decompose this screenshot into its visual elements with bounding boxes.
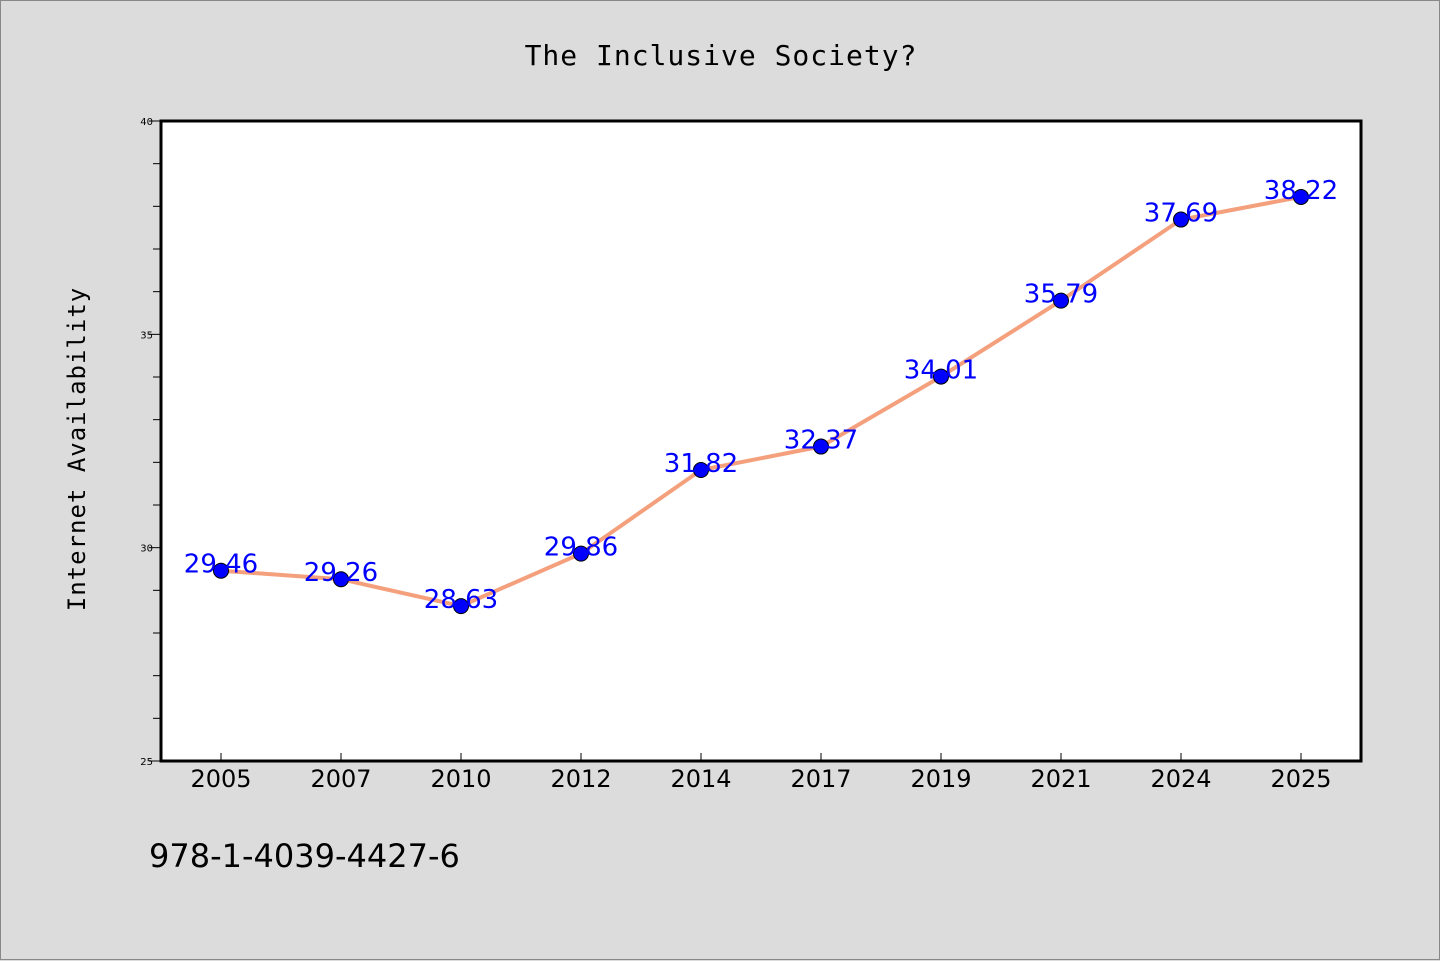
data-label: 29.26 <box>304 558 378 588</box>
data-labels: 29.46 29.26 28.63 29.86 31.82 32.37 34.01 35.79… <box>184 176 1338 615</box>
data-label: 35.79 <box>1024 280 1098 310</box>
chart-title: The Inclusive Society? <box>525 39 918 72</box>
data-label: 38.22 <box>1264 176 1338 206</box>
x-tick-label: 2012 <box>550 765 611 793</box>
y-axis-ticks: 25 30 35 40 <box>140 117 161 768</box>
x-tick-label: 2021 <box>1030 765 1091 793</box>
data-point <box>213 562 229 579</box>
data-label: 29.46 <box>184 550 258 580</box>
y-tick-label: 40 <box>140 117 153 128</box>
data-point <box>1293 188 1309 205</box>
plot-area <box>161 121 1361 761</box>
y-tick-label: 25 <box>140 757 153 768</box>
data-label: 34.01 <box>904 356 978 386</box>
x-tick-label: 2010 <box>430 765 491 793</box>
data-point <box>453 598 469 615</box>
data-label: 32.37 <box>784 426 858 456</box>
data-point <box>933 368 949 385</box>
series-line <box>220 194 1302 609</box>
y-tick-label: 30 <box>140 544 153 555</box>
y-axis-label: Internet Availability <box>63 287 91 611</box>
data-label: 31.82 <box>664 449 738 479</box>
x-tick-label: 2017 <box>790 765 851 793</box>
x-tick-label: 2014 <box>670 765 731 793</box>
x-tick-label: 2025 <box>1270 765 1331 793</box>
data-markers <box>213 188 1309 615</box>
data-label: 37.69 <box>1144 199 1218 229</box>
data-label: 28.63 <box>424 585 498 615</box>
data-point <box>573 545 589 562</box>
x-tick-label: 2007 <box>310 765 371 793</box>
x-tick-label: 2024 <box>1150 765 1211 793</box>
x-axis-ticks: 2005 2007 2010 2012 2014 2017 2019 2021 2024 2025 <box>190 753 1332 793</box>
data-point <box>1173 211 1189 228</box>
data-point <box>693 462 709 479</box>
data-point <box>813 438 829 455</box>
data-point <box>1053 292 1069 309</box>
y-tick-label: 35 <box>140 330 153 341</box>
data-point <box>333 571 349 588</box>
x-tick-label: 2005 <box>190 765 251 793</box>
isbn-footer: 978-1-4039-4427-6 <box>149 837 460 875</box>
data-label: 29.86 <box>544 533 618 563</box>
plot-border <box>159 119 1363 763</box>
x-tick-label: 2019 <box>910 765 971 793</box>
